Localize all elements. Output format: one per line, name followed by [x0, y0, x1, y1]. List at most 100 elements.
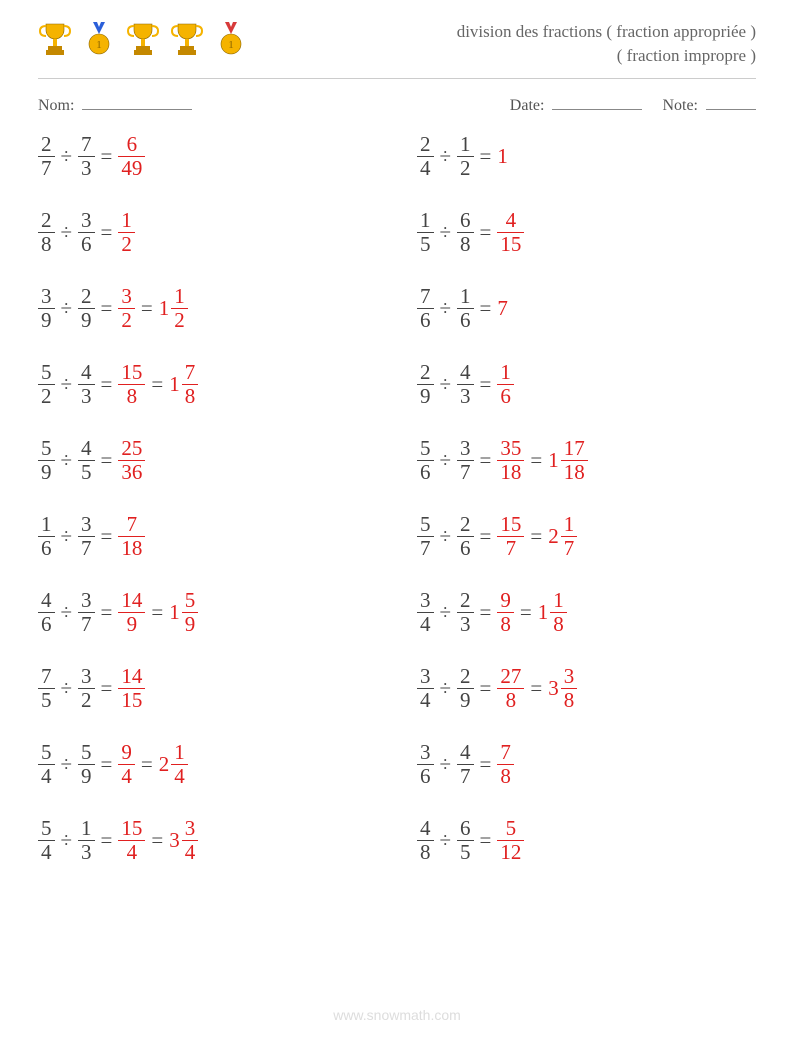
divide-sign: ÷ — [440, 678, 452, 699]
whole-part: 2 — [159, 754, 170, 775]
denominator: 8 — [182, 385, 199, 408]
divide-sign: ÷ — [440, 146, 452, 167]
denominator: 5 — [457, 841, 474, 864]
problem-row: 5 4 ÷ 1 3 = 15 4 = 3 3 4 — [38, 817, 377, 864]
whole-part: 2 — [548, 526, 559, 547]
worksheet-header: 1 1 division des fractions ( fraction ap… — [38, 20, 756, 79]
numerator: 2 — [78, 285, 95, 308]
denominator: 8 — [561, 689, 578, 712]
equals-sign: = — [141, 754, 153, 775]
denominator: 2 — [118, 233, 135, 256]
fraction: 1 6 — [497, 361, 514, 408]
equals-sign: = — [530, 678, 542, 699]
divide-sign: ÷ — [61, 526, 73, 547]
numerator: 17 — [561, 437, 588, 460]
denominator: 6 — [497, 385, 514, 408]
numerator: 5 — [38, 361, 55, 384]
numerator: 1 — [118, 209, 135, 232]
fraction: 5 6 — [417, 437, 434, 484]
fraction: 3 6 — [78, 209, 95, 256]
problems-grid: 2 7 ÷ 7 3 = 6 49 2 8 ÷ 3 6 = 1 2 — [38, 133, 756, 893]
fraction: 15 7 — [497, 513, 524, 560]
denominator: 7 — [78, 613, 95, 636]
denominator: 18 — [561, 461, 588, 484]
problem-row: 5 2 ÷ 4 3 = 15 8 = 1 7 8 — [38, 361, 377, 408]
mixed-number: 2 1 4 — [159, 741, 188, 788]
numerator: 1 — [550, 589, 567, 612]
divide-sign: ÷ — [440, 298, 452, 319]
medal-gold-blue-icon: 1 — [82, 20, 116, 60]
divide-sign: ÷ — [440, 602, 452, 623]
svg-text:1: 1 — [96, 39, 102, 51]
numerator: 5 — [78, 741, 95, 764]
fraction: 3 4 — [417, 665, 434, 712]
medal-gold-red-icon: 1 — [214, 20, 248, 60]
fraction: 14 9 — [118, 589, 145, 636]
fraction: 1 7 — [561, 513, 578, 560]
numerator: 5 — [417, 513, 434, 536]
numerator: 2 — [417, 361, 434, 384]
denominator: 7 — [78, 537, 95, 560]
fraction: 5 2 — [38, 361, 55, 408]
numerator: 3 — [78, 589, 95, 612]
denominator: 3 — [457, 613, 474, 636]
denominator: 8 — [124, 385, 141, 408]
fraction: 9 4 — [118, 741, 135, 788]
problem-row: 2 9 ÷ 4 3 = 1 6 — [417, 361, 756, 408]
numerator: 2 — [417, 133, 434, 156]
name-blank[interactable] — [82, 93, 192, 110]
equals-sign: = — [151, 830, 163, 851]
denominator: 3 — [78, 157, 95, 180]
denominator: 8 — [497, 765, 514, 788]
denominator: 9 — [417, 385, 434, 408]
problem-row: 7 6 ÷ 1 6 = 7 — [417, 285, 756, 332]
denominator: 7 — [561, 537, 578, 560]
numerator: 7 — [124, 513, 141, 536]
fraction: 3 2 — [118, 285, 135, 332]
fraction: 5 9 — [78, 741, 95, 788]
fraction: 9 8 — [497, 589, 514, 636]
mixed-number: 1 7 8 — [169, 361, 198, 408]
date-blank[interactable] — [552, 93, 642, 110]
denominator: 6 — [38, 613, 55, 636]
denominator: 2 — [457, 157, 474, 180]
denominator: 9 — [38, 309, 55, 332]
denominator: 4 — [38, 765, 55, 788]
numerator: 7 — [38, 665, 55, 688]
divide-sign: ÷ — [61, 298, 73, 319]
denominator: 3 — [78, 385, 95, 408]
problem-row: 4 6 ÷ 3 7 = 14 9 = 1 5 9 — [38, 589, 377, 636]
problem-row: 2 7 ÷ 7 3 = 6 49 — [38, 133, 377, 180]
fraction: 1 6 — [38, 513, 55, 560]
problem-row: 4 8 ÷ 6 5 = 5 12 — [417, 817, 756, 864]
whole-part: 1 — [169, 602, 180, 623]
numerator: 3 — [182, 817, 199, 840]
numerator: 1 — [78, 817, 95, 840]
numerator: 15 — [497, 513, 524, 536]
denominator: 9 — [457, 689, 474, 712]
trophy-gold-2-icon — [126, 20, 160, 60]
problem-column: 2 4 ÷ 1 2 = 1 1 5 ÷ 6 8 = 4 15 7 6 — [417, 133, 756, 893]
numerator: 3 — [561, 665, 578, 688]
numerator: 1 — [457, 133, 474, 156]
numerator: 3 — [417, 665, 434, 688]
equals-sign: = — [101, 754, 113, 775]
numerator: 2 — [38, 133, 55, 156]
divide-sign: ÷ — [61, 146, 73, 167]
denominator: 4 — [417, 613, 434, 636]
fraction: 5 12 — [497, 817, 524, 864]
fraction: 1 6 — [457, 285, 474, 332]
fraction: 35 18 — [497, 437, 524, 484]
denominator: 3 — [78, 841, 95, 864]
numerator: 4 — [38, 589, 55, 612]
numerator: 3 — [417, 741, 434, 764]
fraction: 1 3 — [78, 817, 95, 864]
denominator: 8 — [417, 841, 434, 864]
equals-sign: = — [480, 222, 492, 243]
divide-sign: ÷ — [61, 830, 73, 851]
fraction: 4 3 — [457, 361, 474, 408]
denominator: 4 — [38, 841, 55, 864]
score-blank[interactable] — [706, 93, 756, 110]
denominator: 9 — [38, 461, 55, 484]
divide-sign: ÷ — [440, 526, 452, 547]
